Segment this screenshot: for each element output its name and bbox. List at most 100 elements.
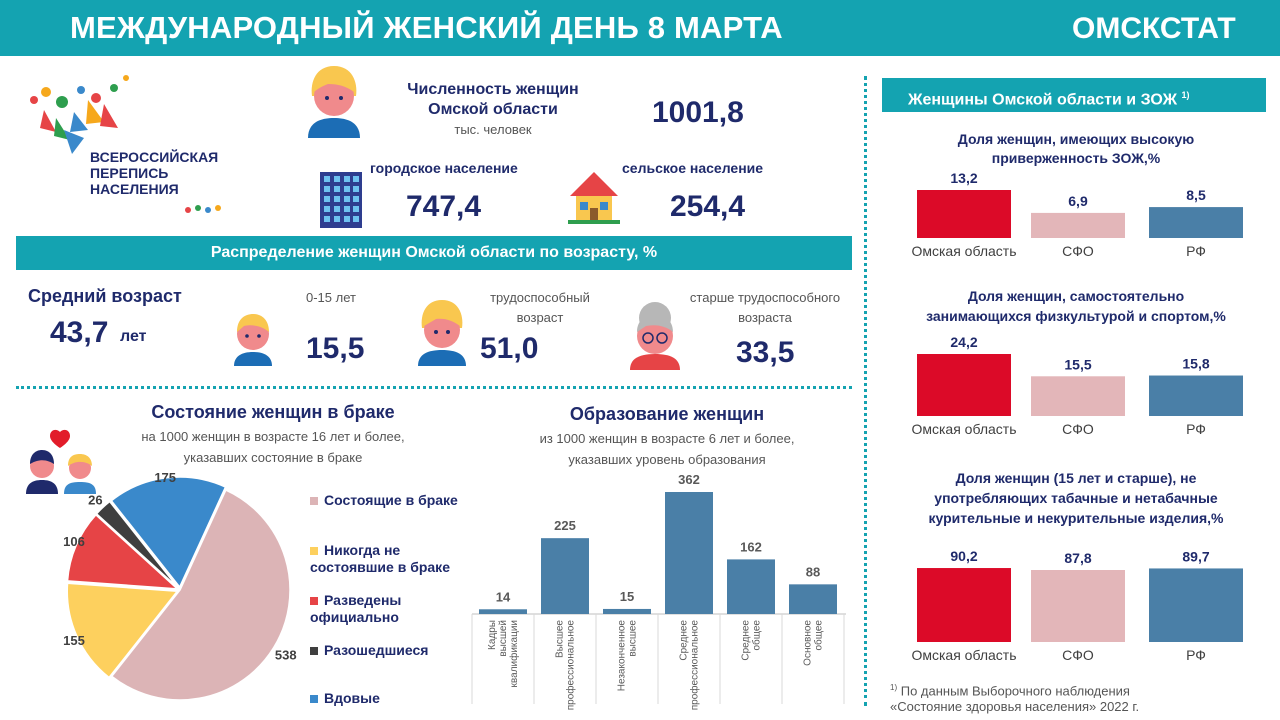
zoj-value-label: 15,5 <box>1064 356 1091 372</box>
legend-item: Разошедшиеся <box>310 642 428 659</box>
zoj-category-label: РФ <box>1186 647 1206 663</box>
legend-item: Никогда не состоявшие в браке <box>310 542 450 575</box>
column-divider <box>864 76 867 706</box>
legend-item: Вдовые <box>310 690 380 707</box>
svg-text:профессиональное: профессиональное <box>689 620 701 711</box>
average-age-value: 43,7 <box>50 316 109 349</box>
census-logo: ВСЕРОССИЙСКАЯ ПЕРЕПИСЬ НАСЕЛЕНИЯ <box>26 70 236 220</box>
tobacco-chart-title: Доля женщин (15 лет и старше), не употре… <box>928 470 1224 526</box>
svg-text:профессиональное: профессиональное <box>565 620 577 711</box>
zoj-chart-title: Доля женщин, имеющих высокую приверженно… <box>957 131 1195 166</box>
rural-house-icon <box>566 168 622 231</box>
census-logo-icon: ВСЕРОССИЙСКАЯ ПЕРЕПИСЬ НАСЕЛЕНИЯ <box>30 75 221 213</box>
header-bar <box>0 0 1280 56</box>
zoj-value-label: 15,8 <box>1182 356 1209 372</box>
marriage-pie-chart: 538 155 106 26 175 <box>63 470 297 701</box>
education-bar <box>727 559 775 614</box>
sport-chart-title: Доля женщин, самостоятельно занимающихся… <box>926 288 1226 324</box>
zoj-value-label: 13,2 <box>950 170 977 186</box>
svg-text:Кадры: Кадры <box>487 620 498 650</box>
zoj-bar-chart: 13,2 Омская область 6,9 СФО 8,5 РФ <box>911 170 1243 259</box>
education-value-label: 162 <box>740 539 762 554</box>
zoj-bar <box>1031 570 1125 642</box>
pie-value-label: 106 <box>63 534 85 549</box>
section-divider <box>16 386 852 389</box>
education-bar <box>603 608 651 614</box>
education-category-label: Основное общее <box>803 620 825 666</box>
zoj-value-label: 24,2 <box>950 334 977 350</box>
zoj-category-label: Омская область <box>911 243 1016 259</box>
urban-label: городское население <box>370 160 518 176</box>
pie-slice <box>95 500 179 589</box>
organization-name: ОМСКСТАТ <box>1072 12 1236 45</box>
zoj-bar <box>1031 376 1125 416</box>
zoj-bar <box>917 190 1011 238</box>
zoj-bar <box>1031 212 1125 238</box>
marriage-subtitle: на 1000 женщин в возрасте 16 лет и более… <box>141 429 405 465</box>
zoj-category-label: Омская область <box>911 421 1016 437</box>
couple-heart-icon <box>24 428 100 499</box>
legend-swatch <box>310 597 318 606</box>
zoj-category-label: СФО <box>1062 421 1094 437</box>
education-category-label: Незаконченное высшее <box>617 620 639 692</box>
education-value-label: 362 <box>678 472 700 487</box>
education-title: Образование женщин <box>569 404 765 424</box>
education-value-label: 14 <box>496 589 511 604</box>
zoj-value-label: 87,8 <box>1064 550 1091 566</box>
age-group-label: трудоспособный возраст <box>490 290 590 325</box>
age-distribution-banner: Распределение женщин Омской области по в… <box>16 236 852 270</box>
education-bar <box>479 609 527 614</box>
svg-text:ПЕРЕПИСЬ: ПЕРЕПИСЬ <box>90 165 168 181</box>
adult-woman-icon <box>414 298 470 373</box>
legend-swatch <box>310 497 318 506</box>
age-group-value: 15,5 <box>306 332 365 365</box>
sport-bar-chart: 24,2 Омская область 15,5 СФО 15,8 РФ <box>911 334 1243 437</box>
education-category-label: Высшее профессиональное <box>555 620 577 711</box>
zoj-category-label: РФ <box>1186 243 1206 259</box>
pie-value-label: 175 <box>154 470 176 485</box>
tobacco-bar-chart: 90,2 Омская область 87,8 СФО 89,7 РФ <box>911 548 1243 663</box>
pie-value-label: 26 <box>88 492 102 507</box>
education-category-label: Кадры высшей квалификации <box>487 620 520 687</box>
svg-text:высшее: высшее <box>628 620 639 657</box>
zoj-bar <box>1149 375 1243 416</box>
svg-text:высшей: высшей <box>498 620 509 657</box>
svg-text:ВСЕРОССИЙСКАЯ: ВСЕРОССИЙСКАЯ <box>90 148 218 165</box>
svg-text:Высшее: Высшее <box>555 620 566 658</box>
education-bar <box>665 492 713 614</box>
page-title: МЕЖДУНАРОДНЫЙ ЖЕНСКИЙ ДЕНЬ 8 МАРТА <box>70 10 783 45</box>
zoj-value-label: 90,2 <box>950 548 977 564</box>
age-group-label: старше трудоспособного возраста <box>689 290 841 325</box>
age-group-value: 51,0 <box>480 332 539 365</box>
footnote: 1) По данным Выборочного наблюдения «Сос… <box>890 683 1140 715</box>
marriage-title: Состояние женщин в браке <box>151 402 395 422</box>
population-title: Численность женщин Омской области <box>407 81 579 118</box>
education-value-label: 88 <box>806 564 820 579</box>
zoj-bar <box>917 568 1011 642</box>
zoj-value-label: 8,5 <box>1186 187 1206 203</box>
pie-slice <box>66 513 180 590</box>
legend-swatch <box>310 547 318 556</box>
svg-text:Среднее: Среднее <box>741 620 752 661</box>
population-unit: тыс. человек <box>454 122 532 137</box>
child-girl-icon <box>228 308 278 373</box>
pie-slice <box>66 582 179 679</box>
zoj-bar <box>917 354 1011 416</box>
pie-value-label: 538 <box>275 648 297 663</box>
svg-text:общее: общее <box>751 620 763 651</box>
rural-value: 254,4 <box>670 190 746 223</box>
legend-item: Состоящие в браке <box>310 492 458 509</box>
education-value-label: 225 <box>554 518 576 533</box>
education-value-label: 15 <box>620 589 634 604</box>
education-category-label: Среднее профессиональное <box>679 620 701 711</box>
urban-value: 747,4 <box>406 190 482 223</box>
svg-text:Среднее: Среднее <box>679 620 690 661</box>
legend-swatch <box>310 695 318 704</box>
zoj-category-label: Омская область <box>911 647 1016 663</box>
city-building-icon <box>318 170 364 235</box>
legend-swatch <box>310 647 318 656</box>
zoj-category-label: СФО <box>1062 243 1094 259</box>
zoj-value-label: 89,7 <box>1182 548 1209 564</box>
rural-label: сельское население <box>622 160 764 176</box>
